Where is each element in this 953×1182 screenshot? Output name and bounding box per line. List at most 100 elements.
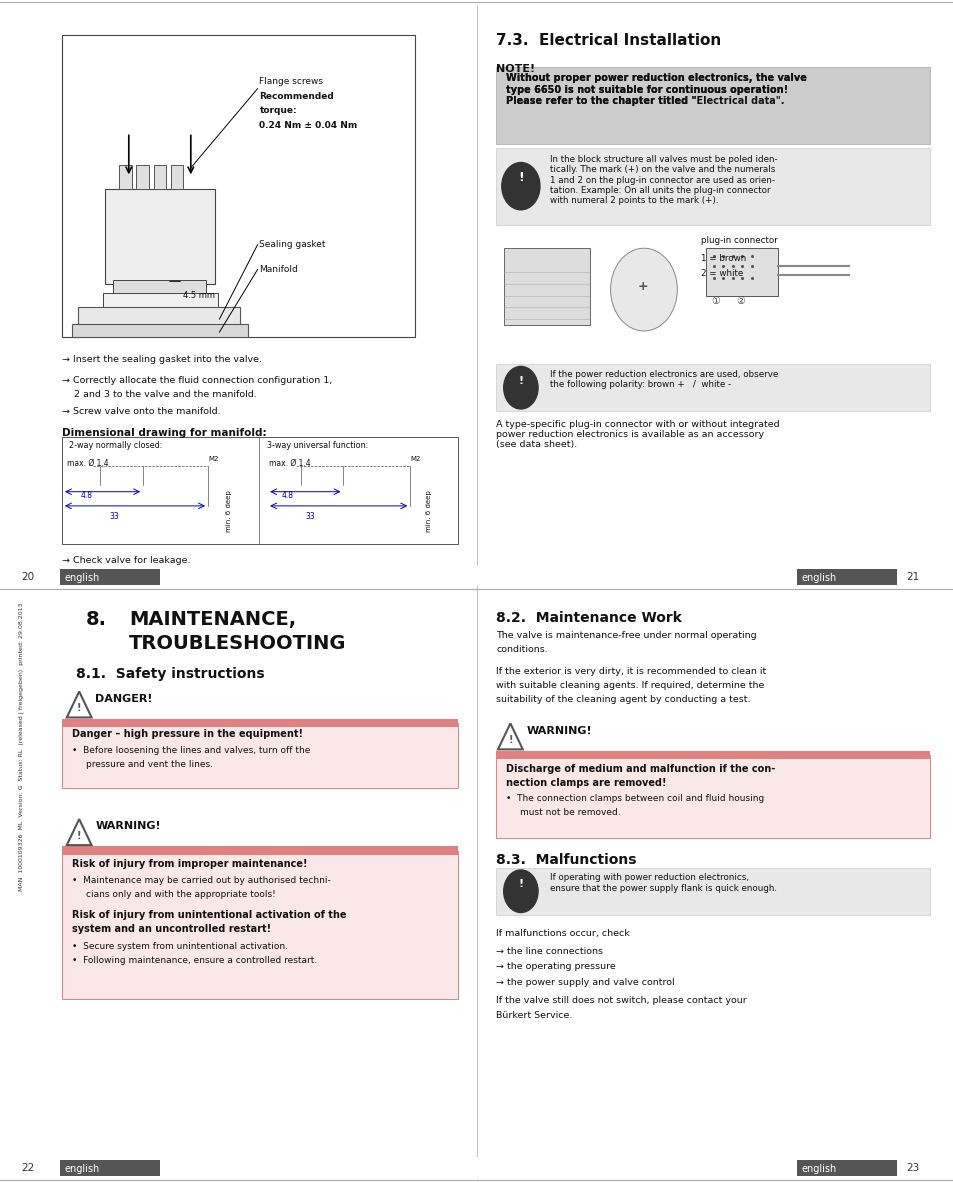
Text: english: english: [801, 1164, 836, 1174]
Text: 8.3.  Malfunctions: 8.3. Malfunctions: [496, 853, 636, 868]
Text: WARNING!: WARNING!: [95, 821, 161, 831]
FancyBboxPatch shape: [171, 165, 183, 189]
Text: 4.8: 4.8: [81, 491, 93, 500]
FancyBboxPatch shape: [60, 1160, 160, 1176]
Text: 8.2.  Maintenance Work: 8.2. Maintenance Work: [496, 611, 681, 625]
Text: Discharge of medium and malfunction if the con-: Discharge of medium and malfunction if t…: [505, 764, 774, 773]
Text: •  The connection clamps between coil and fluid housing: • The connection clamps between coil and…: [505, 794, 763, 804]
Text: ①: ①: [711, 296, 720, 305]
Text: 8.1.  Safety instructions: 8.1. Safety instructions: [76, 667, 265, 681]
Text: The valve is maintenance-free under normal operating: The valve is maintenance-free under norm…: [496, 631, 756, 641]
Text: 3-way universal function:: 3-way universal function:: [267, 441, 368, 450]
FancyBboxPatch shape: [705, 248, 777, 296]
Text: system and an uncontrolled restart!: system and an uncontrolled restart!: [71, 924, 271, 934]
Text: •  Before loosening the lines and valves, turn off the: • Before loosening the lines and valves,…: [71, 746, 310, 755]
Text: 23: 23: [905, 1163, 919, 1173]
Text: max. Ø 1.4: max. Ø 1.4: [67, 459, 109, 468]
Text: NOTE!: NOTE!: [496, 64, 535, 73]
Text: cians only and with the appropriate tools!: cians only and with the appropriate tool…: [86, 890, 275, 900]
Text: Recommended: Recommended: [259, 92, 334, 102]
Text: ②: ②: [736, 296, 744, 305]
Text: 4.8: 4.8: [281, 491, 294, 500]
Text: 1 = brown: 1 = brown: [700, 254, 745, 264]
Text: min. 6 deep: min. 6 deep: [226, 491, 232, 532]
Text: must not be removed.: must not be removed.: [519, 808, 619, 818]
Text: english: english: [801, 573, 836, 583]
Text: If malfunctions occur, check: If malfunctions occur, check: [496, 929, 629, 939]
Text: torque:: torque:: [259, 106, 296, 116]
Text: 22: 22: [21, 1163, 34, 1173]
Text: → Screw valve onto the manifold.: → Screw valve onto the manifold.: [62, 407, 220, 416]
Text: TROUBLESHOOTING: TROUBLESHOOTING: [129, 634, 346, 652]
FancyBboxPatch shape: [78, 307, 240, 326]
Text: Sealing gasket: Sealing gasket: [259, 240, 326, 249]
Text: 33: 33: [305, 512, 314, 521]
Text: •  Secure system from unintentional activation.: • Secure system from unintentional activ…: [71, 942, 287, 952]
Text: !: !: [508, 735, 512, 745]
Text: → Correctly allocate the fluid connection configuration 1,: → Correctly allocate the fluid connectio…: [62, 376, 332, 385]
Text: conditions.: conditions.: [496, 645, 547, 655]
Text: max. Ø 1.4: max. Ø 1.4: [269, 459, 311, 468]
Text: → Insert the sealing gasket into the valve.: → Insert the sealing gasket into the val…: [62, 355, 262, 364]
Text: !: !: [77, 831, 81, 840]
FancyBboxPatch shape: [796, 1160, 896, 1176]
Text: english: english: [65, 573, 100, 583]
Text: +: +: [637, 280, 647, 293]
FancyBboxPatch shape: [476, 1157, 953, 1177]
FancyBboxPatch shape: [62, 35, 415, 337]
Text: → the operating pressure: → the operating pressure: [496, 962, 616, 972]
FancyBboxPatch shape: [153, 165, 166, 189]
Text: english: english: [65, 1164, 100, 1174]
Text: If the exterior is very dirty, it is recommended to clean it: If the exterior is very dirty, it is rec…: [496, 667, 765, 676]
Text: !: !: [517, 376, 523, 385]
Text: A type-specific plug-in connector with or without integrated
power reduction ele: A type-specific plug-in connector with o…: [496, 420, 779, 449]
Text: 33: 33: [110, 512, 119, 521]
Text: Risk of injury from improper maintenance!: Risk of injury from improper maintenance…: [71, 859, 307, 869]
Text: 2 and 3 to the valve and the manifold.: 2 and 3 to the valve and the manifold.: [74, 390, 257, 400]
Text: M2: M2: [208, 456, 218, 462]
FancyBboxPatch shape: [119, 165, 132, 189]
FancyBboxPatch shape: [62, 437, 457, 544]
Text: 20: 20: [21, 572, 34, 582]
Circle shape: [501, 163, 539, 210]
FancyBboxPatch shape: [476, 566, 953, 586]
Text: 21: 21: [905, 572, 919, 582]
Text: !: !: [517, 171, 523, 184]
FancyBboxPatch shape: [103, 293, 217, 310]
FancyBboxPatch shape: [136, 165, 149, 189]
Text: with suitable cleaning agents. If required, determine the: with suitable cleaning agents. If requir…: [496, 681, 763, 690]
Text: MAN  1000109326  ML  Version: G  Status: RL  (released | freigegeben)  printed: : MAN 1000109326 ML Version: G Status: RL …: [18, 603, 24, 891]
FancyBboxPatch shape: [496, 148, 929, 225]
Text: 8.: 8.: [86, 610, 107, 629]
FancyBboxPatch shape: [60, 569, 160, 585]
Text: Risk of injury from unintentional activation of the: Risk of injury from unintentional activa…: [71, 910, 346, 920]
Text: If the power reduction electronics are used, observe
the following polarity: bro: If the power reduction electronics are u…: [549, 370, 777, 389]
Text: DANGER!: DANGER!: [95, 694, 152, 703]
Text: WARNING!: WARNING!: [526, 726, 592, 735]
FancyBboxPatch shape: [71, 324, 248, 337]
Text: Danger – high pressure in the equipment!: Danger – high pressure in the equipment!: [71, 729, 302, 739]
Text: pressure and vent the lines.: pressure and vent the lines.: [86, 760, 213, 769]
Text: 2 = white: 2 = white: [700, 269, 742, 279]
Text: suitability of the cleaning agent by conducting a test.: suitability of the cleaning agent by con…: [496, 695, 750, 704]
Circle shape: [610, 248, 677, 331]
FancyBboxPatch shape: [62, 846, 457, 855]
Text: → the line connections: → the line connections: [496, 947, 602, 956]
Text: Without proper power reduction electronics, the valve
type 6650 is not suitable : Without proper power reduction electroni…: [505, 73, 805, 106]
FancyBboxPatch shape: [496, 364, 929, 411]
FancyBboxPatch shape: [62, 851, 457, 999]
FancyBboxPatch shape: [62, 719, 457, 727]
FancyBboxPatch shape: [496, 67, 929, 144]
Text: 2-way normally closed:: 2-way normally closed:: [69, 441, 162, 450]
FancyBboxPatch shape: [0, 1157, 476, 1177]
Text: → the power supply and valve control: → the power supply and valve control: [496, 978, 674, 987]
Text: M2: M2: [410, 456, 420, 462]
Text: !: !: [77, 703, 81, 713]
Text: Bürkert Service.: Bürkert Service.: [496, 1011, 572, 1020]
FancyBboxPatch shape: [105, 189, 214, 284]
Text: In the block structure all valves must be poled iden-
tically. The mark (+) on t: In the block structure all valves must b…: [549, 155, 777, 206]
Text: 0.24 Nm ± 0.04 Nm: 0.24 Nm ± 0.04 Nm: [259, 121, 357, 130]
FancyBboxPatch shape: [503, 248, 589, 325]
Text: Dimensional drawing for manifold:: Dimensional drawing for manifold:: [62, 428, 266, 437]
FancyBboxPatch shape: [796, 569, 896, 585]
